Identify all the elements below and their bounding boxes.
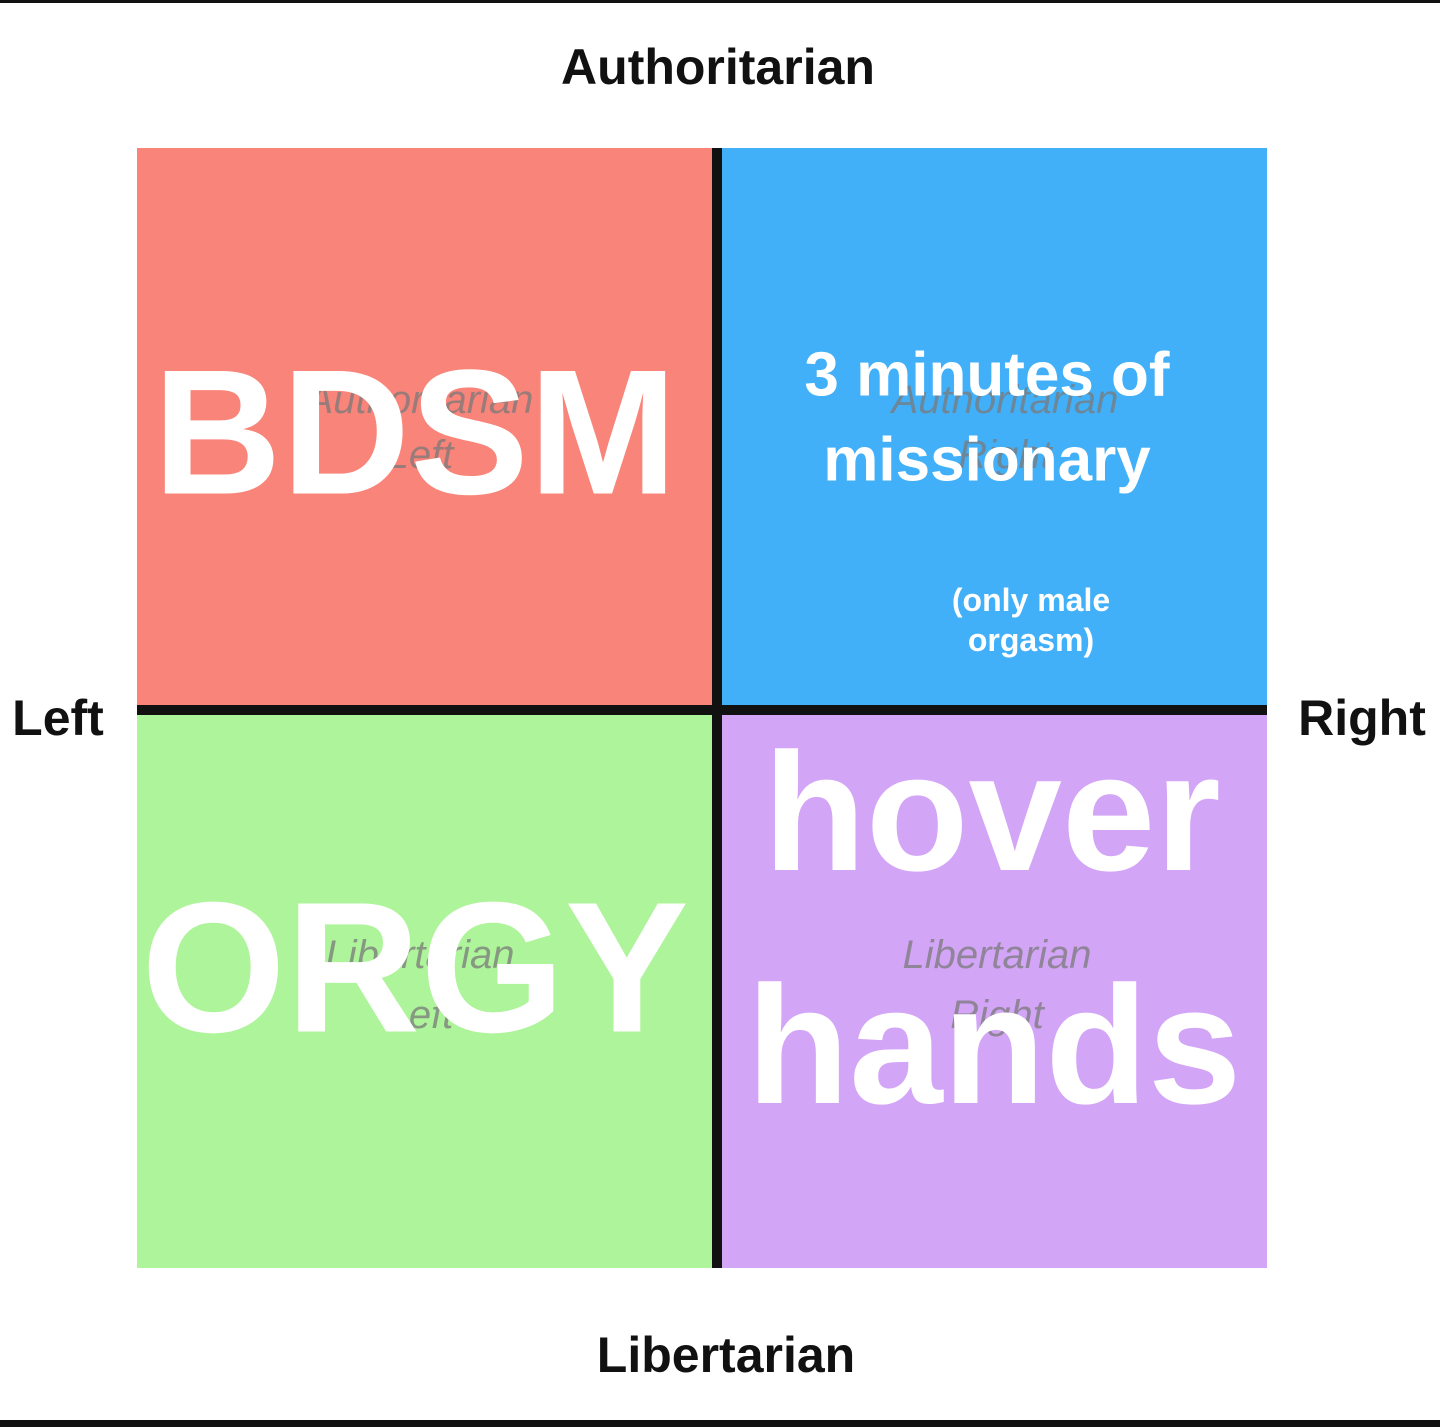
quadrant-auth-right bbox=[717, 148, 1267, 710]
caption: ORGY bbox=[141, 865, 689, 1072]
quadrant-auth-left bbox=[137, 148, 717, 710]
underlay-label: Left bbox=[387, 433, 456, 477]
underlay-label: Right bbox=[958, 433, 1053, 477]
caption: missionary bbox=[823, 426, 1151, 495]
caption: BDSM bbox=[153, 333, 677, 532]
underlay-label: Libertarian bbox=[325, 933, 514, 977]
axis-label: Libertarian bbox=[597, 1327, 855, 1383]
underlay-label: Libertarian bbox=[902, 933, 1091, 977]
underlay-label: Right bbox=[950, 993, 1045, 1037]
note: orgasm) bbox=[968, 622, 1094, 658]
axis-label: Left bbox=[12, 690, 104, 746]
quadrant-lib-left bbox=[137, 710, 717, 1268]
caption: 3 minutes of bbox=[804, 341, 1170, 410]
underlay-label: Authoritarian bbox=[890, 378, 1119, 422]
caption: hover bbox=[763, 718, 1221, 906]
axis-label: Right bbox=[1298, 690, 1426, 746]
horizontal-axis bbox=[137, 705, 1267, 715]
top-border bbox=[0, 0, 1440, 3]
note: (only male bbox=[952, 582, 1110, 618]
underlay-label: Left bbox=[387, 993, 456, 1037]
quadrant-lib-right bbox=[717, 710, 1267, 1268]
underlay-label: Authoritarian bbox=[305, 378, 534, 422]
caption: hands bbox=[747, 951, 1242, 1139]
bottom-border bbox=[0, 1420, 1440, 1427]
axis-label: Authoritarian bbox=[561, 39, 875, 95]
